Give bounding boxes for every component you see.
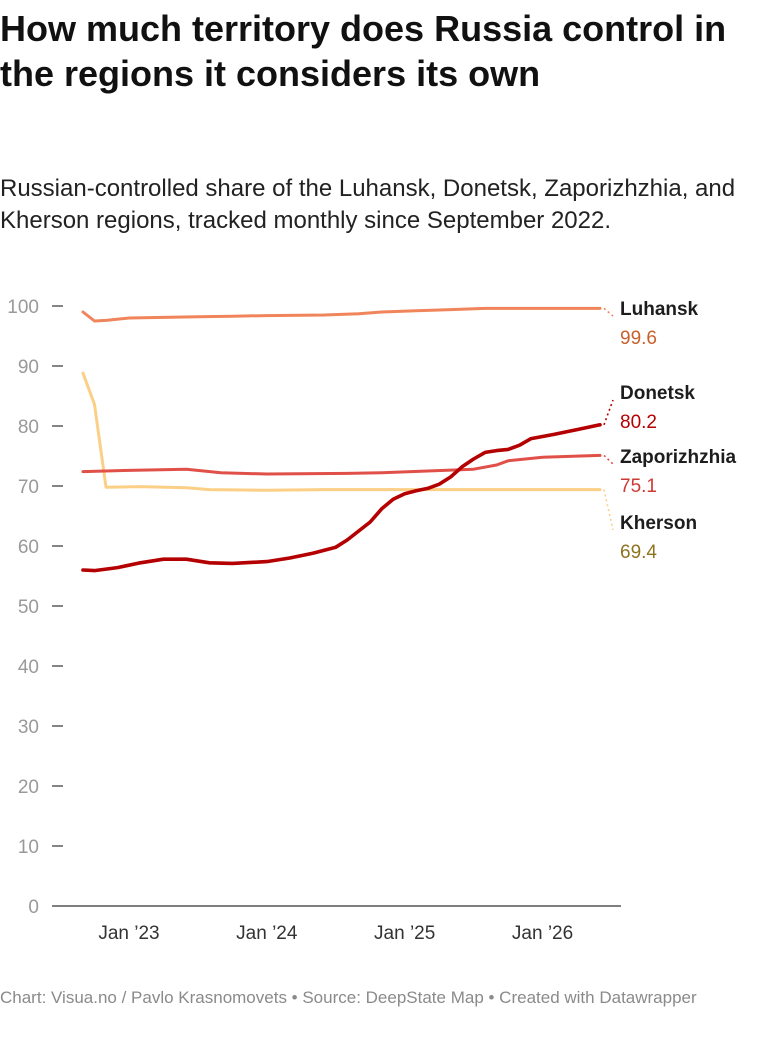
y-tick-label: 80	[18, 417, 39, 438]
x-tick-label: Jan ’26	[512, 923, 573, 944]
x-tick-label: Jan ’25	[374, 923, 435, 944]
y-tick-label: 60	[18, 537, 39, 558]
series-value-luhansk: 99.6	[620, 328, 657, 349]
series-line-zaporizhzhia	[81, 453, 602, 476]
x-tick-label: Jan ’23	[98, 923, 159, 944]
series-label-luhansk: Luhansk	[620, 299, 699, 320]
y-tick-label: 90	[18, 357, 39, 378]
x-axis: Jan ’23 Jan ’24 Jan ’25 Jan ’26	[52, 905, 621, 944]
y-tick-label: 40	[18, 657, 39, 678]
label-connector-zaporizhzhia	[603, 454, 614, 465]
chart-footer: Chart: Visua.no / Pavlo Krasnomovets • S…	[0, 988, 697, 1007]
y-tick-label: 100	[7, 297, 39, 318]
label-connector-donetsk	[603, 399, 614, 426]
series-value-donetsk: 80.2	[620, 412, 657, 433]
series-value-zaporizhzhia: 75.1	[620, 476, 657, 497]
y-tick-label: 70	[18, 477, 39, 498]
series-labels: Luhansk 99.6 Donetsk 80.2 Zaporizhzhia 75.1 Kh…	[603, 299, 737, 563]
series-label-kherson: Kherson	[620, 513, 697, 534]
series-line-donetsk	[81, 423, 602, 573]
chart-title: How much territory does Russia control i…	[0, 8, 727, 94]
y-axis: 0 10 20 30 40 50 60 70 80 90 100	[7, 297, 63, 918]
y-tick-label: 20	[18, 777, 39, 798]
y-tick-label: 30	[18, 717, 39, 738]
y-tick-label: 0	[28, 897, 39, 918]
series-label-donetsk: Donetsk	[620, 383, 695, 404]
chart-subtitle: Russian-controlled share of the Luhansk,…	[0, 175, 736, 234]
series-line-luhansk	[81, 306, 602, 323]
label-connector-kherson	[603, 489, 614, 531]
series-lines	[81, 306, 602, 573]
series-value-kherson: 69.4	[620, 542, 657, 563]
label-connector-luhansk	[603, 307, 614, 317]
y-tick-label: 50	[18, 597, 39, 618]
series-label-zaporizhzhia: Zaporizhzhia	[620, 447, 737, 468]
series-line-kherson	[81, 371, 602, 492]
x-tick-label: Jan ’24	[236, 923, 298, 944]
y-tick-label: 10	[18, 837, 39, 858]
